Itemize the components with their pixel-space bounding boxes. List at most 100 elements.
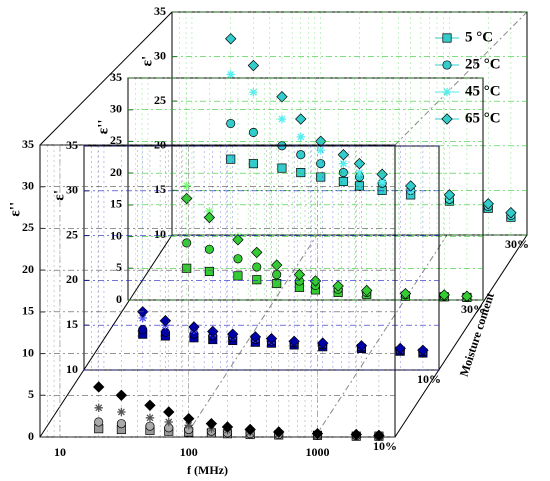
point (339, 159, 348, 168)
point (163, 406, 175, 418)
point (248, 127, 258, 137)
panel: 0 5 10 15 20 25 30 35 ε'' 30% (95, 70, 485, 316)
point (249, 88, 258, 97)
point (361, 284, 373, 297)
x-tick-label: 10 (54, 445, 66, 459)
y-tick-label: 25 (154, 93, 166, 107)
point (205, 207, 214, 216)
x-tick-label: 1000 (305, 445, 329, 459)
point (225, 33, 237, 45)
point (182, 181, 191, 191)
panel-frame (127, 77, 484, 301)
point (461, 290, 473, 302)
point (207, 325, 219, 338)
point (233, 254, 243, 264)
point (184, 421, 193, 430)
point (355, 340, 368, 352)
point (296, 150, 306, 160)
point (277, 163, 287, 173)
y-tick-label: 15 (22, 304, 34, 318)
point (405, 180, 417, 192)
point (332, 280, 344, 292)
point (288, 335, 300, 348)
point (94, 403, 103, 412)
legend-marker (442, 87, 452, 97)
x-tick-label: 100 (180, 445, 198, 459)
point (350, 428, 362, 441)
panel-frame (83, 145, 440, 371)
point (337, 149, 350, 161)
y-tick-label: 35 (22, 137, 34, 151)
point (272, 278, 282, 289)
point (252, 275, 262, 285)
point (204, 244, 214, 254)
point (249, 331, 262, 343)
y-tick-label: 20 (66, 272, 78, 286)
moisture-label: 30% (461, 302, 485, 316)
point (183, 412, 195, 425)
y-axis-label: ε'' (95, 119, 111, 134)
y-tick-label: 10 (66, 362, 78, 376)
y-tick-label: 0 (116, 292, 122, 306)
legend-marker (442, 60, 452, 70)
point (159, 315, 172, 327)
y-axis-label: ε' (139, 56, 155, 67)
point (226, 154, 236, 164)
point (226, 118, 236, 129)
y-tick-label: 0 (28, 429, 34, 443)
point (296, 132, 305, 142)
moisture-label: 30% (505, 237, 529, 251)
legend-marker (442, 33, 452, 43)
point (182, 238, 192, 248)
y-tick-label: 15 (110, 197, 122, 211)
y-tick-label: 35 (154, 4, 166, 18)
point (355, 168, 364, 177)
point (296, 168, 306, 178)
point (338, 168, 348, 178)
y-tick-label: 25 (110, 133, 122, 147)
point (247, 59, 260, 72)
legend-label: 25 °C (465, 56, 501, 72)
point (272, 270, 282, 280)
point (227, 328, 239, 340)
point (505, 207, 517, 219)
moisture-label: 10% (417, 372, 441, 386)
depth-frame (39, 11, 528, 438)
point (353, 157, 366, 170)
point (276, 91, 288, 103)
point (138, 325, 148, 335)
point (94, 417, 104, 427)
point (377, 177, 387, 186)
point (376, 168, 388, 181)
point (482, 198, 494, 210)
point (115, 389, 128, 401)
point (277, 114, 287, 124)
point (311, 427, 324, 440)
point (354, 181, 365, 191)
y-tick-label: 15 (66, 317, 78, 331)
point (244, 423, 256, 436)
y-tick-label: 25 (22, 220, 34, 234)
point (271, 259, 283, 271)
point (233, 271, 243, 281)
point (116, 419, 126, 429)
point (316, 146, 325, 155)
point (417, 344, 429, 356)
y-tick-label: 30 (22, 178, 34, 192)
y-tick-label: 10 (154, 227, 166, 241)
point (188, 321, 200, 333)
point (295, 113, 307, 125)
point (203, 211, 216, 224)
point (138, 313, 147, 323)
point (221, 421, 234, 433)
point (160, 327, 170, 337)
y-tick-label: 30 (110, 101, 122, 115)
point (248, 159, 258, 169)
point (293, 268, 306, 281)
point (182, 263, 192, 273)
point (265, 332, 278, 345)
point (252, 262, 262, 272)
